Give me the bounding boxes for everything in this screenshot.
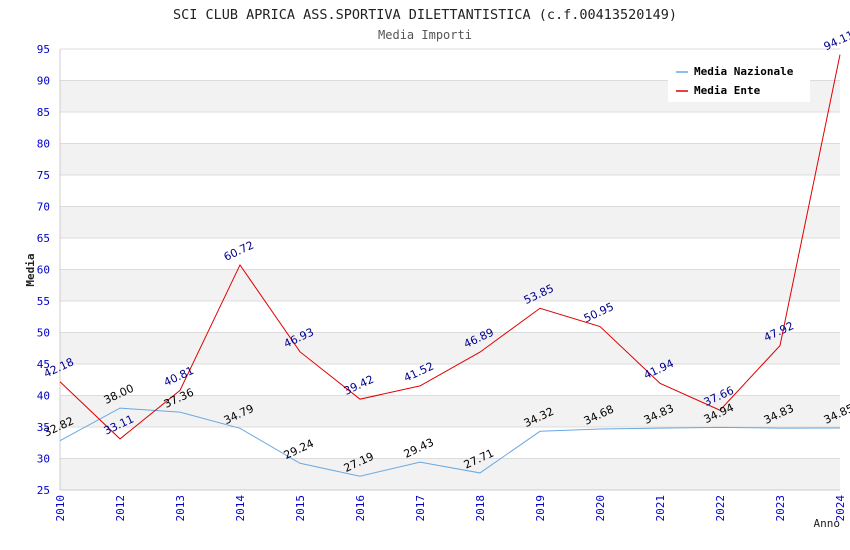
y-tick-label: 40: [37, 390, 50, 403]
series-lines: [59, 54, 841, 477]
legend-box: [668, 58, 810, 102]
y-axis-label: Media: [24, 253, 37, 286]
y-tick-label: 35: [37, 421, 50, 434]
x-tick-label: 2023: [774, 495, 787, 522]
y-tick-label: 45: [37, 358, 50, 371]
x-tick-label: 2013: [174, 495, 187, 522]
x-tick-label: 2019: [534, 495, 547, 522]
chart-subtitle: Media Importi: [378, 28, 472, 42]
grid-band: [60, 206, 840, 238]
x-tick-label: 2021: [654, 495, 667, 522]
y-tick-label: 85: [37, 106, 50, 119]
grid-band: [60, 301, 840, 333]
y-tick-label: 90: [37, 75, 50, 88]
chart-title: SCI CLUB APRICA ASS.SPORTIVA DILETTANTIS…: [173, 7, 677, 23]
grid-band: [60, 175, 840, 207]
x-tick-label: 2017: [414, 495, 427, 522]
y-tick-label: 25: [37, 484, 50, 497]
y-tick-label: 70: [37, 201, 50, 214]
y-axis: 25 30 35 40 45 50 55 60 65 70 75 80 85 90 95: [37, 43, 50, 497]
x-tick-label: 2016: [354, 495, 367, 522]
x-tick-label: 2010: [54, 495, 67, 522]
grid-band: [60, 458, 840, 490]
y-tick-label: 30: [37, 453, 50, 466]
x-tick-label: 2022: [714, 495, 727, 522]
x-axis-label: Anno: [814, 517, 841, 530]
legend: Media Nazionale Media Ente: [668, 58, 810, 102]
grid-band: [60, 269, 840, 301]
series-line-media-ente: [59, 54, 841, 440]
y-tick-label: 60: [37, 264, 50, 277]
x-tick-label: 2015: [294, 495, 307, 522]
y-tick-label: 55: [37, 295, 50, 308]
grid-band: [60, 427, 840, 459]
legend-label-media-nazionale: Media Nazionale: [694, 65, 794, 78]
x-tick-label: 2020: [594, 495, 607, 522]
y-tick-label: 95: [37, 43, 50, 56]
x-tick-label: 2024: [834, 495, 847, 522]
x-tick-label: 2014: [234, 495, 247, 522]
x-axis: 2010 2012 2013 2014 2015 2016 2017 2018 2019 2020…: [54, 495, 847, 522]
series-line-media-nazionale: [59, 407, 841, 477]
y-tick-label: 75: [37, 169, 50, 182]
x-tick-label: 2012: [114, 495, 127, 522]
grid-band: [60, 143, 840, 175]
grid-band: [60, 112, 840, 144]
grid-band: [60, 395, 840, 427]
y-tick-label: 65: [37, 232, 50, 245]
y-tick-label: 50: [37, 327, 50, 340]
y-tick-label: 80: [37, 138, 50, 151]
legend-label-media-ente: Media Ente: [694, 84, 761, 97]
grid-band: [60, 332, 840, 364]
x-tick-label: 2018: [474, 495, 487, 522]
grid-band: [60, 238, 840, 270]
plot-background: [59, 48, 840, 491]
